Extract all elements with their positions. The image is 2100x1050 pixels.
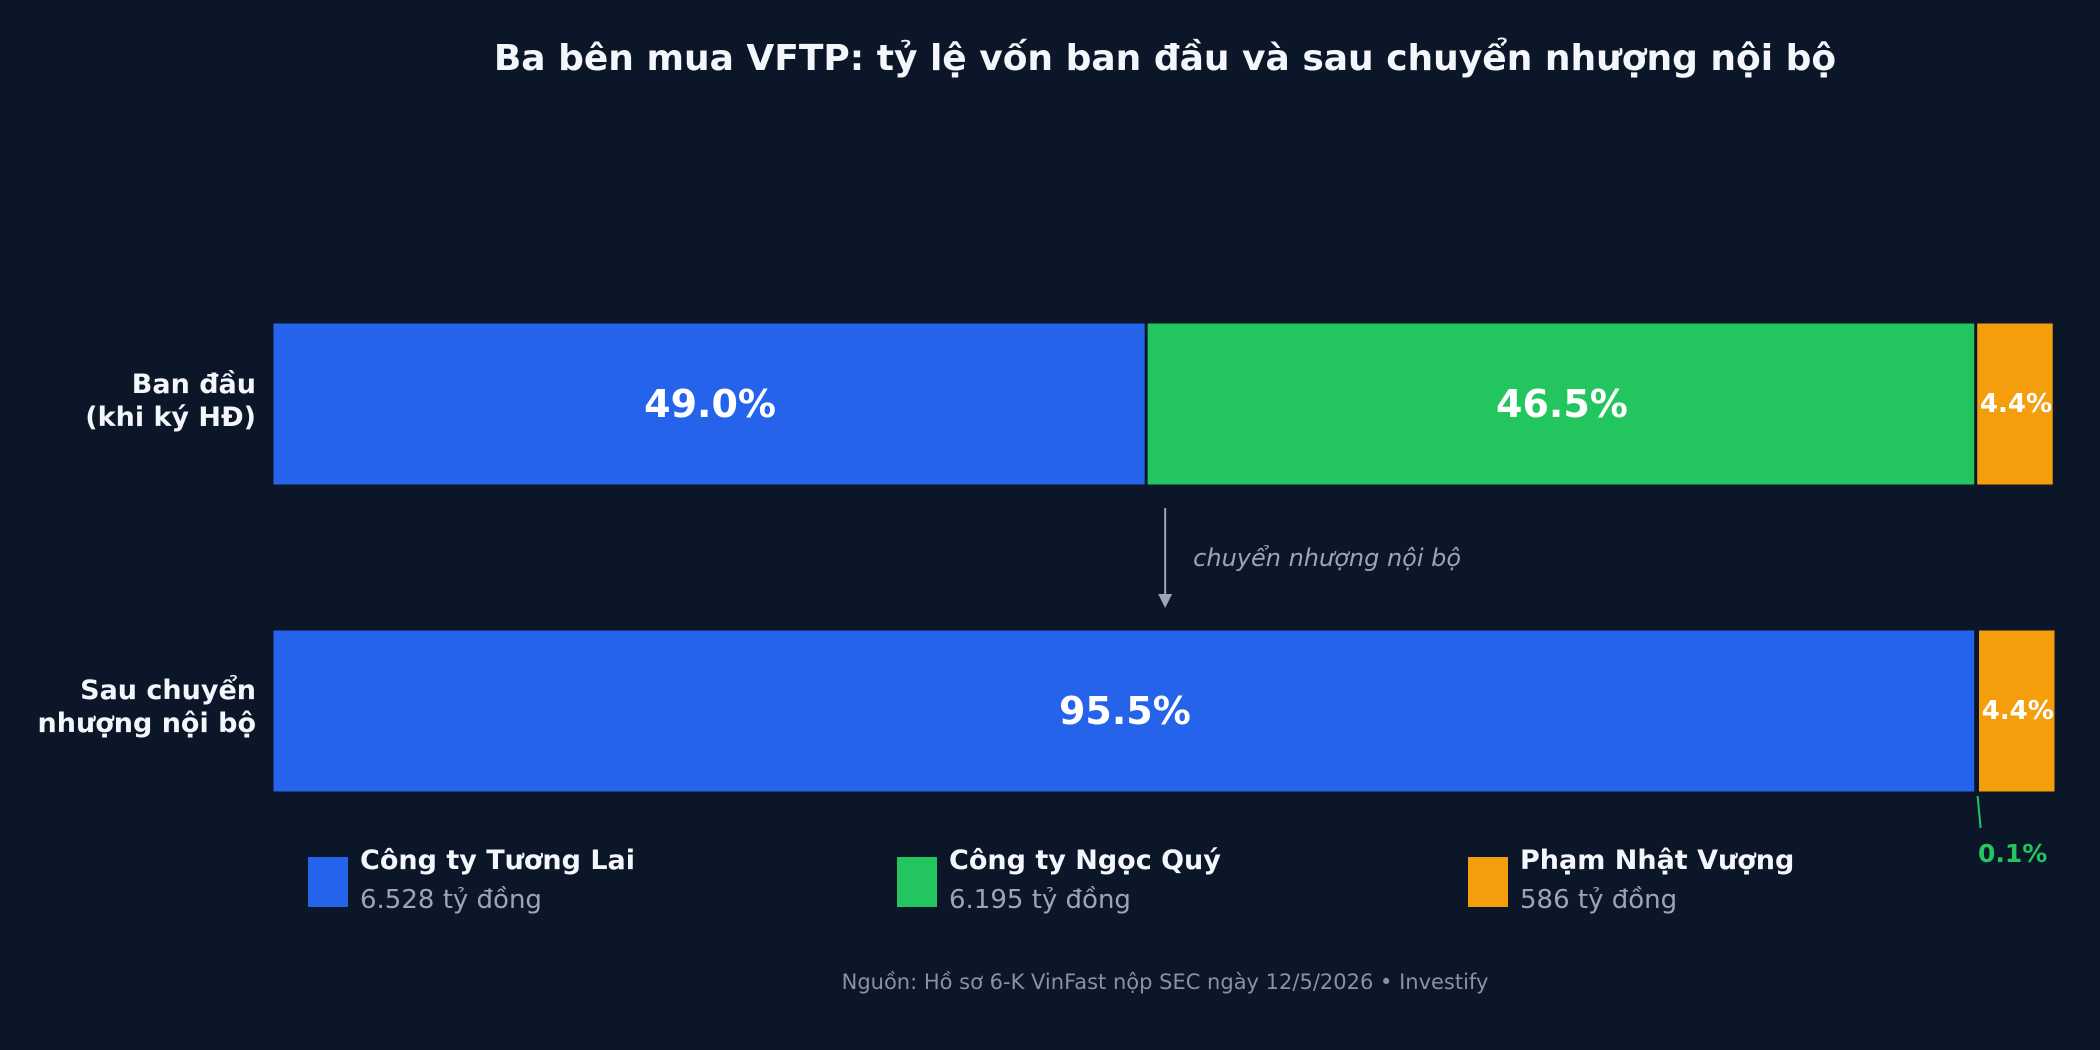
legend-swatch [1468, 857, 1508, 907]
legend-swatch [308, 857, 348, 907]
chart-title: Ba bên mua VFTP: tỷ lệ vốn ban đầu và sa… [493, 38, 1837, 79]
transition-label: chuyển nhượng nội bộ [1193, 544, 1461, 572]
row-label-line: Sau chuyển [80, 675, 256, 706]
bar-segment-pham-nhat-vuong-row1 [1978, 629, 2056, 793]
transition-arrow-head [1158, 594, 1173, 608]
legend-swatch [897, 857, 937, 907]
legend-value: 586 tỷ đồng [1520, 885, 1678, 915]
legend-value: 6.528 tỷ đồng [360, 885, 542, 915]
legend-name: Công ty Tương Lai [360, 845, 636, 876]
callout-line-ngoc-quy [1976, 795, 1982, 829]
legend-name: Phạm Nhật Vượng [1520, 845, 1795, 876]
row-label-line: (khi ký HĐ) [85, 402, 256, 433]
data-label-tuong-lai-row1: 95.5% [1059, 689, 1191, 733]
data-label-pham-nhat-vuong-row1: 4.4% [1982, 696, 2054, 726]
bar-segment-tuong-lai-row1 [272, 629, 1976, 793]
bar-segment-ngoc-quy-row1 [1976, 629, 1978, 793]
bar-segment-pham-nhat-vuong-row0 [1976, 322, 2054, 486]
bar-segment-tuong-lai-row0 [272, 322, 1146, 486]
row-label-line: nhượng nội bộ [37, 708, 256, 739]
source-note: Nguồn: Hồ sơ 6-K VinFast nộp SEC ngày 12… [841, 970, 1489, 994]
legend-name: Công ty Ngọc Quý [949, 845, 1221, 876]
legend-value: 6.195 tỷ đồng [949, 885, 1131, 915]
data-label-pham-nhat-vuong-row0: 4.4% [1980, 389, 2052, 419]
data-label-tuong-lai-row0: 49.0% [644, 382, 776, 426]
bar-segment-ngoc-quy-row0 [1146, 322, 1976, 486]
row-label-after-transfer: Sau chuyển nhượng nội bộ [0, 674, 256, 740]
data-label-ngoc-quy-row0: 46.5% [1496, 382, 1628, 426]
row-label-line: Ban đầu [131, 369, 256, 400]
row-label-initial: Ban đầu (khi ký HĐ) [0, 368, 256, 434]
data-label-ngoc-quy-row1: 0.1% [1978, 839, 2047, 868]
